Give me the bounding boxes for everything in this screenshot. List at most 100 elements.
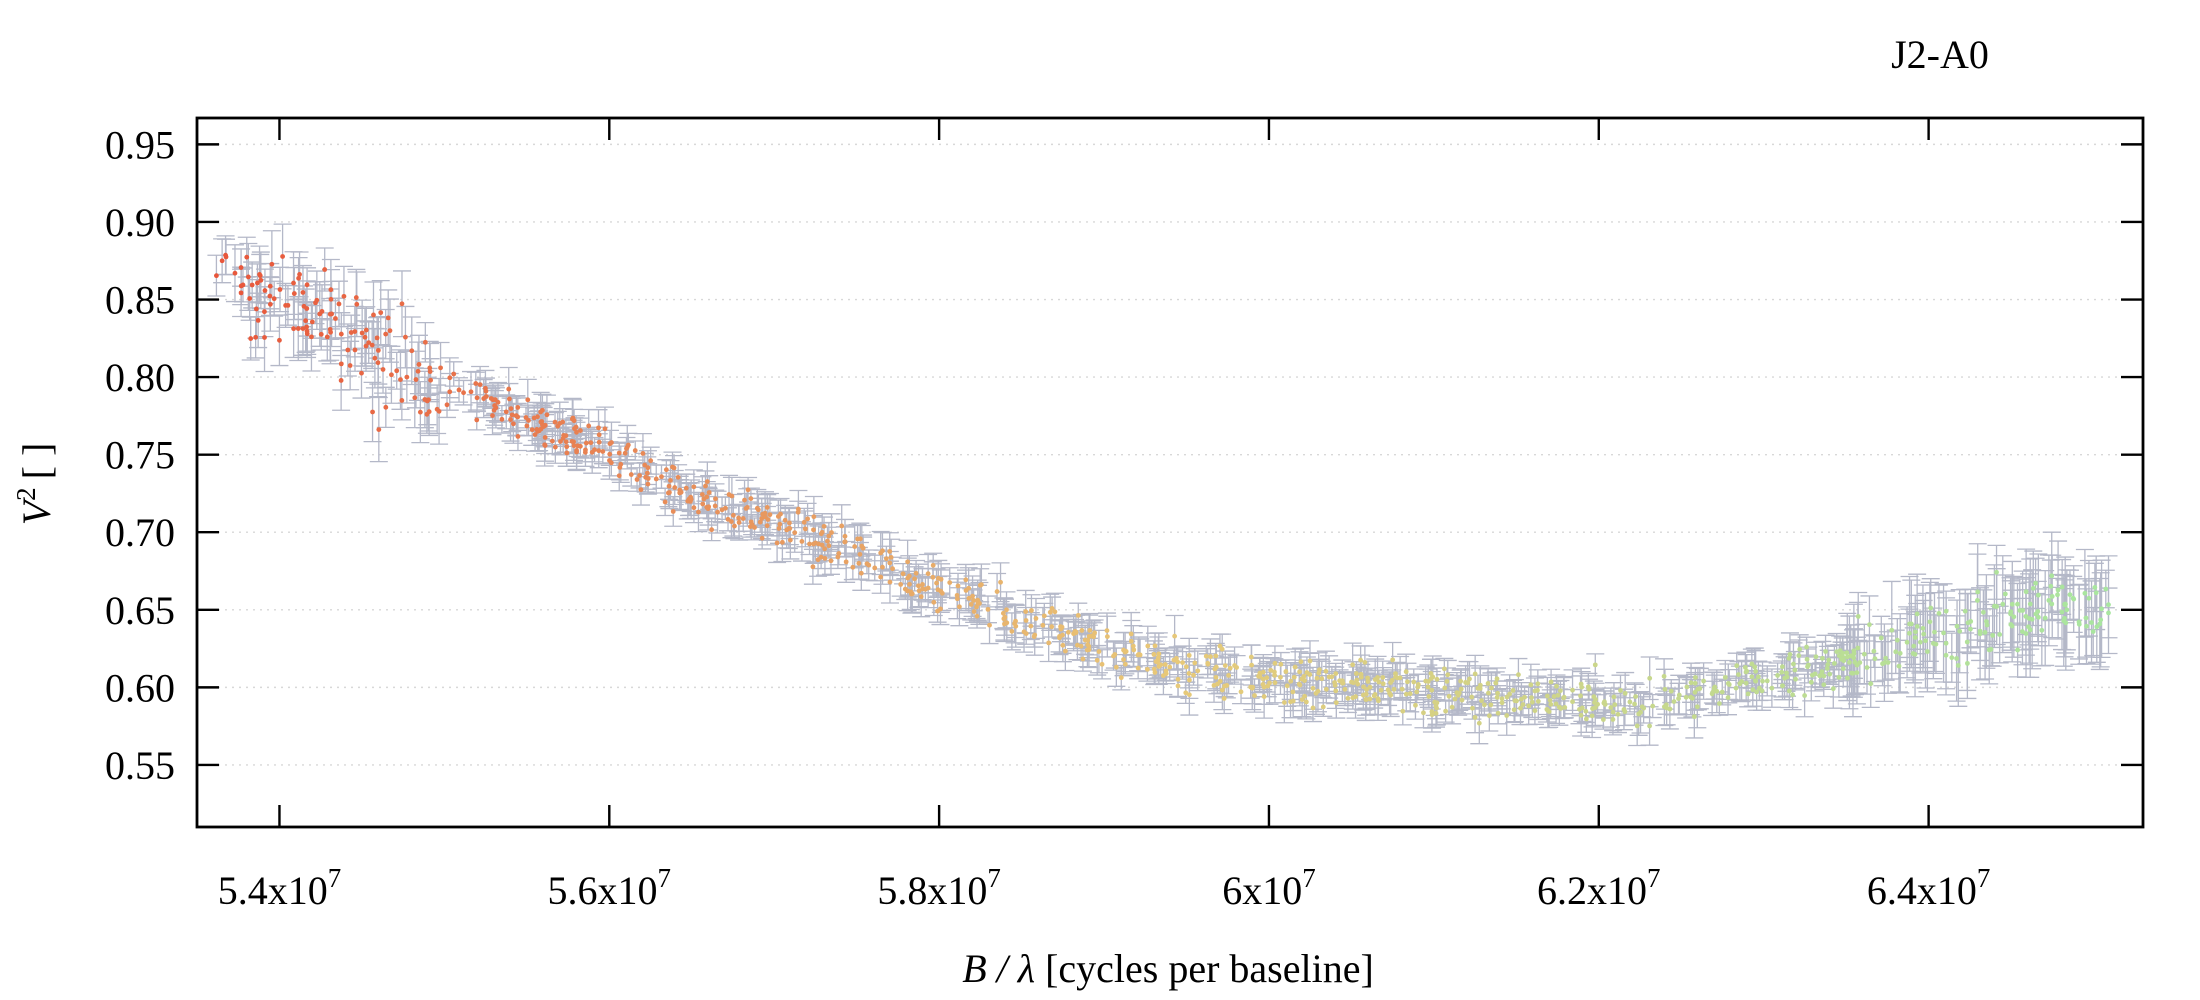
data-point [1554, 683, 1559, 689]
data-point [1333, 688, 1339, 694]
data-point [703, 483, 708, 489]
data-point [380, 367, 386, 372]
data-point [508, 406, 514, 412]
data-point [2036, 614, 2041, 620]
data-point [1936, 610, 1942, 616]
data-point [2011, 614, 2017, 620]
data-point [1217, 678, 1223, 684]
data-point [1317, 667, 1322, 673]
data-point [642, 462, 648, 468]
data-point [399, 398, 405, 403]
data-point [532, 432, 538, 438]
data-point [1507, 691, 1513, 697]
data-point [1161, 673, 1166, 679]
data-point [338, 361, 344, 367]
data-point [878, 574, 884, 580]
data-point [238, 290, 244, 296]
y-tick-label: 0.95 [105, 122, 175, 167]
data-point [1004, 620, 1010, 626]
data-point [637, 473, 642, 478]
data-point [438, 365, 443, 371]
data-point [1205, 661, 1211, 667]
data-point [2023, 589, 2029, 595]
data-point [1923, 638, 1928, 644]
data-point [1033, 616, 1039, 621]
data-point [975, 601, 981, 606]
data-point [1307, 658, 1313, 664]
data-point [1080, 656, 1086, 662]
data-point [857, 551, 863, 557]
data-point [1593, 697, 1598, 702]
data-point [1131, 647, 1137, 653]
data-point [2008, 609, 2014, 615]
data-point [757, 519, 763, 525]
data-point [1511, 707, 1517, 713]
data-point [1914, 623, 1920, 629]
data-point [1864, 665, 1870, 670]
data-point [1288, 678, 1294, 684]
data-point [1089, 633, 1095, 639]
data-point [628, 472, 634, 477]
data-point [1683, 694, 1689, 700]
data-point [1668, 688, 1674, 694]
data-point [1712, 684, 1718, 690]
data-point [668, 477, 673, 483]
data-point [1941, 630, 1946, 636]
data-point [1452, 696, 1458, 702]
data-point [1561, 694, 1567, 700]
data-point [801, 519, 807, 525]
data-point [638, 487, 644, 493]
data-point [1805, 662, 1811, 668]
data-point [1836, 674, 1842, 680]
data-point [906, 573, 912, 579]
data-point [1914, 611, 1920, 617]
x-tick-label: 5.4x107 [218, 863, 342, 913]
data-point [354, 301, 360, 307]
data-point [1716, 701, 1722, 706]
data-point [456, 387, 462, 393]
data-point [1187, 677, 1192, 683]
data-point [1878, 635, 1884, 641]
data-point [403, 334, 408, 340]
data-point [563, 439, 569, 445]
data-point [1868, 681, 1874, 687]
data-point [1488, 702, 1494, 708]
data-point [1475, 685, 1481, 691]
data-point [1917, 639, 1923, 645]
data-point [971, 597, 977, 603]
data-point [1479, 698, 1484, 704]
data-point [1688, 680, 1694, 686]
data-point [510, 421, 516, 427]
data-point [370, 409, 375, 415]
data-point [328, 287, 334, 293]
data-point [1297, 682, 1303, 688]
data-point [1096, 649, 1102, 654]
data-point [1314, 675, 1320, 681]
data-point [1040, 622, 1046, 628]
data-point [1823, 649, 1828, 654]
data-point [916, 583, 921, 589]
data-point [1094, 657, 1100, 663]
data-point [542, 422, 548, 428]
data-point [1957, 628, 1963, 634]
data-point [1288, 699, 1293, 705]
data-point [1851, 655, 1857, 661]
data-point [634, 477, 640, 482]
data-point [515, 405, 521, 410]
data-point [253, 306, 259, 312]
data-point [890, 566, 895, 572]
data-point [1889, 627, 1895, 633]
data-point [376, 427, 382, 432]
data-point [2092, 585, 2098, 590]
data-point [1355, 681, 1361, 687]
data-point [1499, 696, 1505, 702]
data-point [1248, 654, 1254, 660]
data-point [2055, 587, 2061, 593]
data-point [1928, 605, 1934, 611]
data-point [719, 507, 725, 513]
data-point [1494, 694, 1500, 700]
data-point [706, 504, 712, 510]
data-point [2089, 620, 2094, 625]
data-point [616, 473, 622, 479]
data-point [1786, 656, 1792, 661]
